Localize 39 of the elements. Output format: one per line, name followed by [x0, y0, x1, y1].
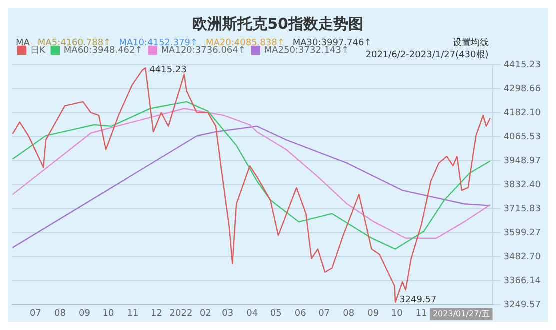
legend-label: MA60:3948.462↑ [64, 46, 143, 56]
y-tick-label: 4298.66 [504, 84, 542, 94]
y-tick-label: 3366.14 [504, 276, 542, 287]
x-tick-label: 2022 [170, 308, 193, 319]
x-tick-label: 09 [368, 308, 380, 319]
y-tick-label: 4065.53 [504, 132, 541, 142]
text: 设置均线 [452, 37, 489, 48]
x-tick-label: 04 [246, 308, 258, 319]
x-tick-label: 08 [343, 308, 355, 319]
chart-title: 欧洲斯托克50指数走势图 [192, 14, 364, 33]
x-tick-label: 12 [150, 308, 162, 319]
x-tick-label: 10 [102, 308, 114, 319]
x-tick-label: 02 [200, 308, 212, 319]
annotation: 3249.57 [400, 296, 437, 306]
y-tick-label: 4182.10 [504, 108, 542, 118]
legend-label: 日K [30, 46, 46, 56]
y-tick-label: 3715.83 [504, 204, 541, 214]
y-tick-label: 3832.40 [504, 180, 542, 190]
text: MA [16, 38, 31, 48]
text: 2023/01/27/五 [432, 309, 490, 318]
x-tick-label: 05 [270, 308, 282, 319]
x-tick-label: 11 [127, 308, 139, 319]
y-tick-label: 3249.57 [504, 300, 541, 311]
x-tick-label: 10 [391, 308, 404, 319]
x-tick-label: 09 [79, 308, 91, 319]
legend-label: MA120:3736.064↑ [161, 46, 246, 56]
legend-label: MA250:3732.143↑ [264, 46, 350, 56]
y-tick-label: 4415.23 [504, 60, 541, 70]
y-tick-label: 3599.27 [504, 228, 541, 238]
annotation: 4415.23 [150, 65, 187, 76]
x-tick-label: 03 [222, 308, 234, 319]
y-tick-label: 3948.97 [504, 156, 541, 166]
x-tick-label: 07 [318, 308, 330, 319]
x-tick-label: 08 [54, 308, 66, 319]
text: 2021/6/2-2023/1/27(430根) [366, 49, 489, 60]
x-tick-label: 06 [294, 308, 307, 319]
x-tick-label: 07 [30, 308, 42, 319]
x-tick-label: 11 [416, 308, 428, 319]
y-tick-label: 3482.70 [504, 252, 542, 263]
